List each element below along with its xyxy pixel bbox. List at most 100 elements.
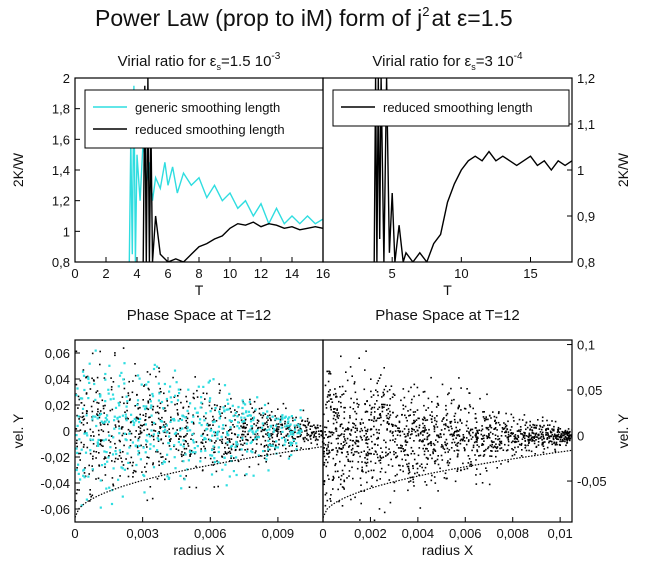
scatter-point	[465, 437, 468, 439]
scatter-point	[370, 396, 373, 398]
scatter-point	[513, 438, 516, 440]
scatter-point	[176, 403, 178, 405]
scatter-point	[524, 447, 527, 449]
scatter-point	[443, 417, 445, 419]
scatter-point	[373, 416, 376, 418]
scatter-point	[180, 435, 182, 438]
scatter-point	[382, 403, 385, 406]
scatter-point	[211, 461, 214, 464]
panel-title-pre: Virial ratio for	[118, 53, 206, 70]
scatter-point	[450, 425, 452, 428]
scatter-point	[134, 445, 137, 448]
scatter-point	[247, 433, 249, 435]
scatter-point	[409, 408, 412, 411]
scatter-point	[157, 412, 160, 415]
scatter-point	[430, 444, 432, 447]
scatter-point	[482, 435, 484, 437]
scatter-point	[252, 416, 256, 419]
scatter-point	[139, 427, 142, 430]
scatter-point	[497, 438, 499, 441]
scatter-point	[262, 414, 265, 417]
scatter-point	[386, 390, 389, 393]
scatter-point	[489, 431, 492, 434]
scatter-point	[543, 424, 545, 427]
scatter-point	[214, 451, 216, 453]
scatter-point	[256, 433, 259, 435]
x-tick-label: 0,002	[354, 526, 387, 541]
scatter-point	[469, 429, 472, 432]
scatter-point	[404, 414, 406, 417]
scatter-point	[347, 460, 350, 462]
scatter-point	[152, 433, 155, 436]
scatter-point	[213, 451, 215, 454]
scatter-point	[416, 386, 419, 389]
scatter-point	[77, 415, 80, 418]
scatter-point	[255, 424, 258, 427]
scatter-point	[402, 408, 405, 410]
scatter-point	[540, 428, 543, 431]
panel-title-val: =3 10	[476, 53, 514, 70]
scatter-point	[158, 432, 161, 434]
scatter-point	[350, 498, 352, 501]
scatter-point	[135, 430, 137, 432]
scatter-point	[432, 451, 434, 453]
scatter-point	[164, 426, 166, 428]
scatter-point	[141, 471, 143, 473]
scatter-point	[311, 425, 313, 428]
scatter-point	[484, 419, 486, 422]
scatter-point	[429, 454, 432, 456]
scatter-point	[81, 407, 85, 410]
scatter-point	[146, 440, 149, 443]
scatter-point	[414, 431, 417, 433]
scatter-point	[124, 411, 126, 413]
scatter-point	[366, 461, 369, 464]
scatter-point	[195, 486, 198, 489]
scatter-point	[510, 441, 513, 444]
x-axis-label: radius X	[422, 542, 474, 558]
scatter-point	[356, 402, 358, 405]
scatter-point	[335, 430, 338, 432]
scatter-point	[418, 394, 420, 397]
scatter-point	[138, 377, 141, 380]
scatter-point	[160, 472, 162, 475]
scatter-point	[468, 411, 470, 414]
scatter-point	[565, 444, 567, 447]
scatter-point	[75, 428, 78, 430]
scatter-point	[302, 437, 305, 439]
x-tick-label: 0,004	[402, 526, 435, 541]
scatter-point	[171, 418, 174, 421]
scatter-point	[338, 400, 340, 403]
scatter-point	[349, 415, 351, 417]
scatter-point	[542, 451, 545, 454]
scatter-point	[224, 405, 226, 407]
scatter-point	[392, 439, 394, 441]
scatter-point	[567, 428, 570, 430]
scatter-point	[350, 451, 353, 454]
scatter-point	[102, 423, 105, 425]
scatter-point	[440, 446, 443, 448]
scatter-point	[457, 453, 459, 455]
x-tick-label: 14	[285, 266, 299, 281]
scatter-point	[553, 428, 555, 431]
scatter-point	[548, 437, 551, 439]
scatter-point	[86, 434, 89, 437]
scatter-point	[517, 446, 519, 448]
scatter-point	[522, 434, 525, 436]
scatter-point	[485, 448, 487, 451]
scatter-point	[82, 469, 85, 472]
scatter-point	[402, 404, 404, 407]
scatter-point	[546, 432, 549, 434]
scatter-point	[326, 499, 329, 502]
scatter-point	[378, 414, 381, 416]
scatter-point	[243, 420, 246, 423]
scatter-point	[365, 438, 368, 441]
scatter-point	[264, 422, 266, 424]
scatter-point	[385, 455, 387, 457]
scatter-point	[139, 413, 141, 416]
x-tick-label: 10	[454, 266, 468, 281]
scatter-point	[493, 415, 496, 418]
scatter-point	[307, 433, 310, 436]
scatter-point	[440, 429, 443, 431]
scatter-point	[366, 436, 369, 438]
scatter-point	[104, 416, 107, 420]
